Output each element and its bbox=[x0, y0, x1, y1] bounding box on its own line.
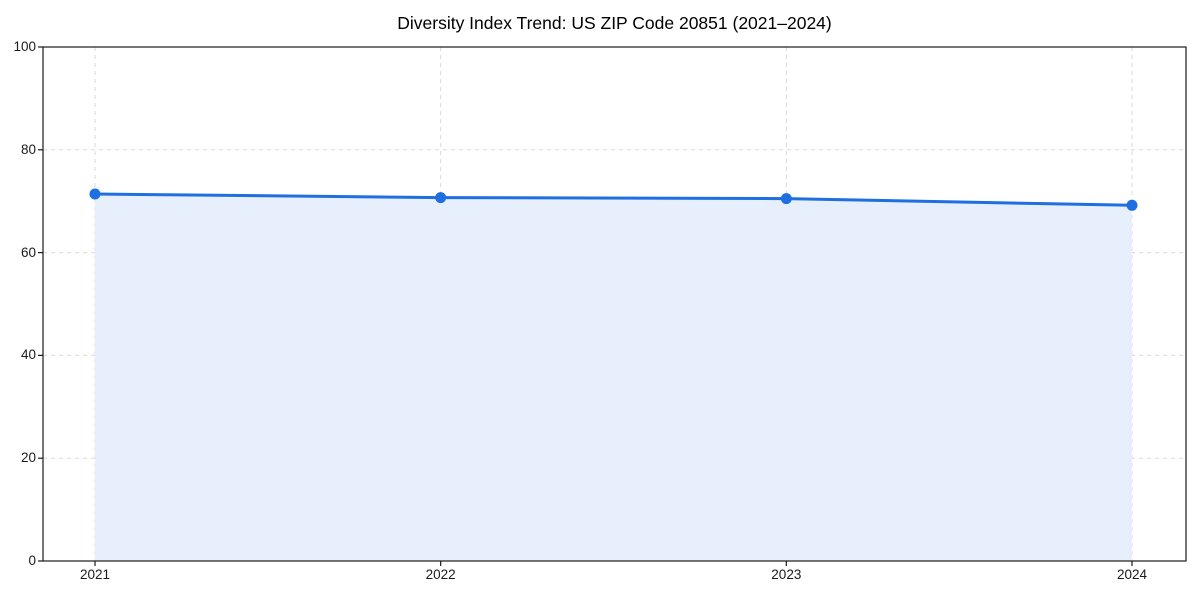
trend-line bbox=[93, 192, 1134, 207]
y-tick-label: 60 bbox=[20, 244, 36, 260]
x-tick-label: 2023 bbox=[771, 567, 802, 582]
data-point bbox=[435, 192, 447, 204]
data-point bbox=[1126, 199, 1138, 211]
x-tick-label: 2021 bbox=[79, 567, 111, 582]
y-tick-label: 40 bbox=[20, 347, 36, 363]
y-tick-label: 0 bbox=[28, 553, 36, 568]
x-tick-label: 2024 bbox=[1116, 567, 1148, 582]
area-fill bbox=[95, 194, 1132, 561]
data-point bbox=[89, 188, 101, 200]
y-tick-label: 20 bbox=[20, 450, 36, 466]
y-tick-label: 80 bbox=[20, 141, 36, 157]
x-tick-label: 2022 bbox=[425, 567, 456, 582]
y-tick-label: 100 bbox=[13, 39, 36, 54]
plot-border bbox=[42, 46, 1187, 562]
chart-title: Diversity Index Trend: US ZIP Code 20851… bbox=[397, 13, 832, 33]
data-point bbox=[780, 193, 792, 205]
